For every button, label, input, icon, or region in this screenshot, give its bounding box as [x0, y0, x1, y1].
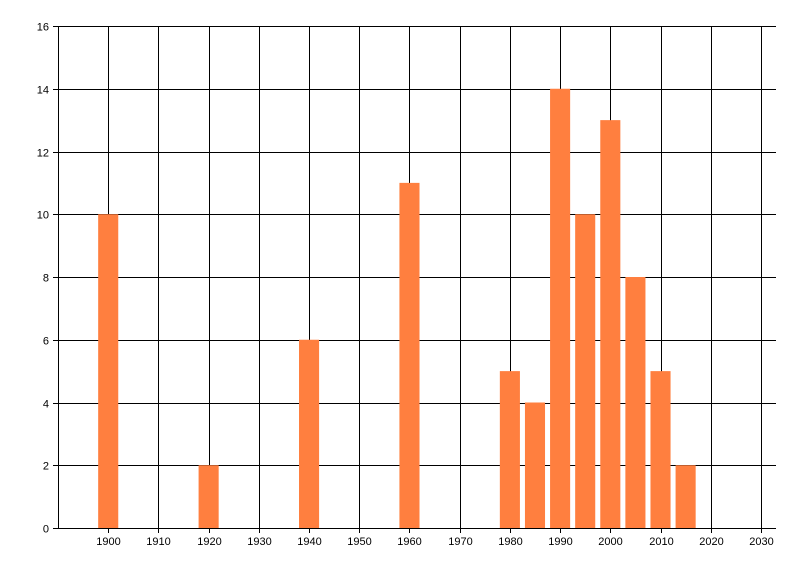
x-tick-label: 1930 [247, 536, 271, 548]
y-tick-label: 12 [37, 148, 49, 160]
bar-1995 [575, 214, 596, 528]
x-tick-label: 2030 [749, 536, 773, 548]
bar-1980 [499, 371, 520, 528]
bar-2005 [625, 277, 646, 528]
tick-labels: 0 2 4 6 8 10 12 14 16 1900 1910 1920 1930 1940 1950 196… [37, 22, 774, 549]
x-tick-label: 2000 [598, 536, 622, 548]
x-tick-label: 1900 [96, 536, 120, 548]
bar-2015 [675, 465, 696, 528]
y-tick-label: 8 [43, 273, 49, 285]
x-tick-label: 1980 [498, 536, 522, 548]
x-tick-label: 1990 [548, 536, 572, 548]
bar-1940 [299, 339, 320, 528]
bar-1920 [198, 465, 219, 528]
axes [53, 26, 776, 533]
y-tick-label: 2 [43, 461, 49, 473]
y-tick-label: 14 [37, 85, 49, 97]
bar-1985 [524, 402, 546, 528]
y-tick-label: 0 [43, 524, 49, 536]
y-tick-label: 10 [37, 210, 49, 222]
bar-1960 [399, 182, 420, 528]
bars [98, 88, 696, 528]
x-tick-label: 1950 [347, 536, 371, 548]
x-tick-label: 2020 [699, 536, 723, 548]
bar-2000 [600, 120, 621, 528]
bar-2010 [650, 371, 671, 528]
x-tick-label: 1920 [197, 536, 221, 548]
y-tick-label: 6 [43, 336, 49, 348]
bar-1990 [550, 88, 571, 528]
bar-1900 [98, 214, 119, 528]
x-tick-label: 1970 [448, 536, 472, 548]
y-tick-label: 16 [37, 22, 49, 34]
x-tick-label: 2010 [649, 536, 673, 548]
x-tick-label: 1940 [297, 536, 321, 548]
y-tick-label: 4 [43, 399, 49, 411]
x-tick-label: 1960 [397, 536, 421, 548]
x-tick-label: 1910 [146, 536, 170, 548]
